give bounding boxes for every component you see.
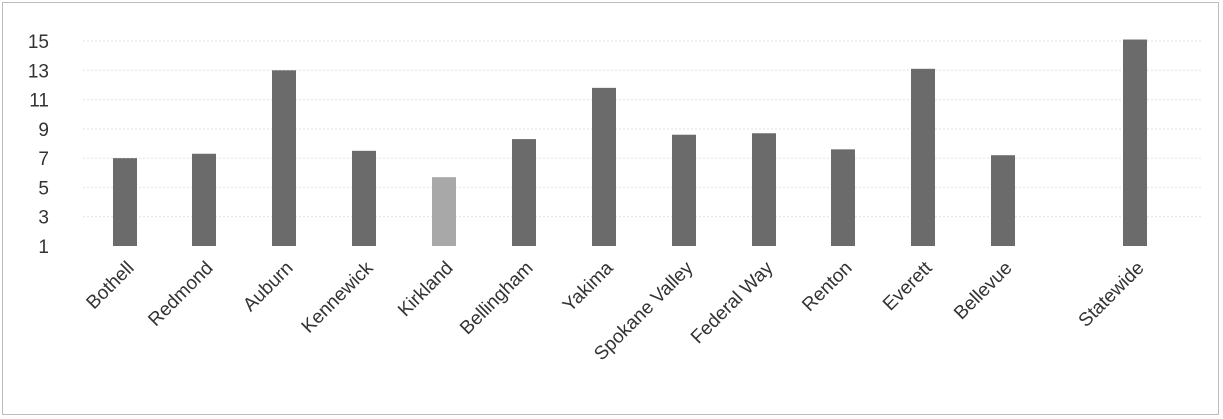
y-tick-label: 15 [28, 32, 49, 53]
x-category-label: Bothell [83, 258, 139, 314]
bar [672, 134, 696, 246]
bar [512, 139, 536, 246]
x-category-label: Renton [798, 258, 856, 316]
y-tick-label: 7 [38, 149, 49, 170]
bar [272, 70, 296, 247]
bar [592, 87, 616, 246]
bar [752, 133, 776, 246]
bar [192, 153, 216, 246]
x-category-label: Kirkland [394, 258, 457, 321]
x-axis-category-labels: Bothell Redmond Auburn Kennewick KirklandBel… [83, 257, 1149, 365]
x-category-label: Kennewick [298, 257, 378, 337]
x-category-label: Bellevue [950, 258, 1016, 324]
bar [991, 155, 1015, 246]
y-tick-label: 9 [38, 120, 49, 141]
y-tick-label: 13 [28, 61, 49, 82]
x-category-label: Redmond [144, 258, 217, 331]
x-category-label: Federal Way [687, 257, 778, 348]
bar [432, 177, 456, 246]
bar [911, 68, 935, 246]
x-category-label: Statewide [1075, 258, 1149, 332]
y-tick-label: 1 [38, 237, 49, 258]
x-category-label: Yakima [559, 257, 618, 316]
x-category-label: Bellingham [456, 258, 537, 339]
bars [113, 39, 1147, 247]
y-tick-label: 11 [29, 91, 49, 112]
bar [352, 150, 376, 246]
bar [831, 149, 855, 246]
gridlines [83, 40, 1201, 218]
bar [1123, 39, 1147, 247]
y-tick-label: 3 [38, 208, 49, 229]
x-category-label: Auburn [239, 258, 297, 316]
y-tick-label: 5 [38, 178, 49, 199]
x-category-label: Everett [879, 257, 937, 315]
bar [113, 158, 137, 246]
